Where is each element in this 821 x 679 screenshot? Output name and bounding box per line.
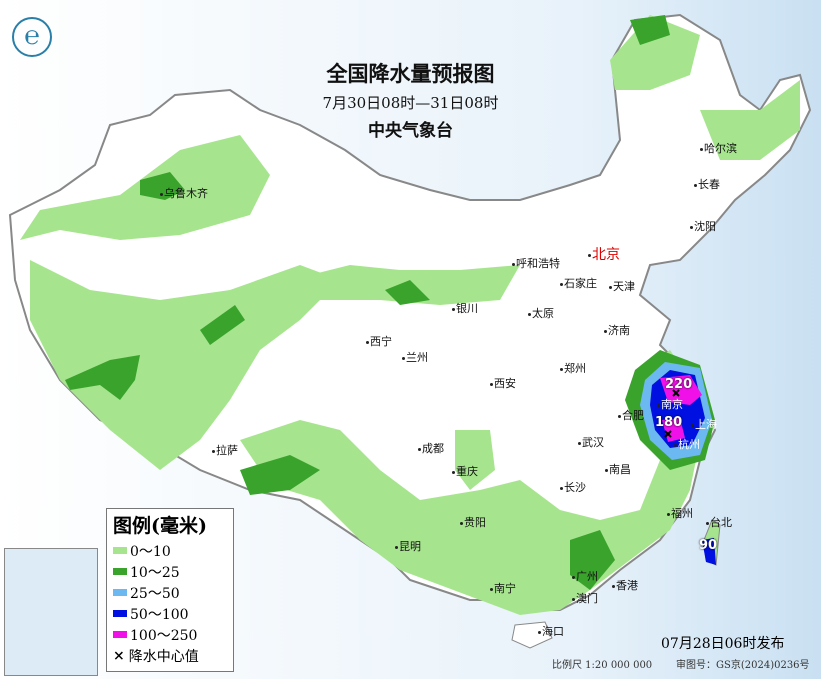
rain-100-250-area [660, 375, 702, 442]
city-label: 台北 [706, 514, 732, 530]
city-label: 西安 [490, 375, 516, 391]
city-label: 济南 [604, 322, 630, 338]
south-china-sea-inset-map [4, 548, 98, 676]
legend-label: 50～100 [130, 606, 189, 623]
city-label: 长沙 [560, 479, 586, 495]
rain-taiwan-area [702, 538, 716, 565]
legend-swatch [113, 547, 127, 554]
city-label: 石家庄 [560, 275, 597, 291]
city-label: 贵阳 [460, 514, 486, 530]
rain-center-value: 90 [699, 538, 718, 553]
legend-swatch [113, 631, 127, 638]
legend-swatch [113, 610, 127, 617]
city-label: 杭州 [674, 436, 700, 452]
legend-item: 25～50 [113, 582, 227, 603]
city-label: 西宁 [366, 333, 392, 349]
city-label: 乌鲁木齐 [160, 185, 208, 201]
legend-swatch [113, 589, 127, 596]
city-label: 拉萨 [212, 442, 238, 458]
city-label: 银川 [452, 300, 478, 316]
city-label: 昆明 [395, 538, 421, 554]
legend-item: 0～10 [113, 540, 227, 561]
legend-label: 10～25 [130, 564, 180, 581]
city-label: 重庆 [452, 463, 478, 479]
legend-title: 图例(毫米) [113, 515, 207, 537]
legend-label: 降水中心值 [128, 648, 199, 665]
rain-center-value: 180 [655, 415, 683, 430]
city-label: 南宁 [490, 580, 516, 596]
city-label-capital: 北京 [588, 244, 620, 264]
city-label: 上海 [691, 416, 717, 432]
city-label: 兰州 [402, 349, 428, 365]
legend-item: 100～250 [113, 624, 227, 645]
legend-item: 10～25 [113, 561, 227, 582]
city-label: 沈阳 [690, 218, 716, 234]
legend-item: × 降水中心值 [113, 645, 227, 666]
city-label: 广州 [572, 568, 598, 584]
issue-time: 07月28日06时发布 [661, 636, 785, 652]
legend-label: 100～250 [130, 627, 198, 644]
city-label: 呼和浩特 [512, 255, 560, 271]
map-title: 全国降水量预报图 [326, 61, 495, 86]
city-label: 香港 [612, 577, 638, 593]
legend-item: 50～100 [113, 603, 227, 624]
legend-label: 0～10 [130, 543, 171, 560]
city-label: 海口 [538, 623, 564, 639]
forecast-period: 7月30日08时—31日08时 [322, 94, 499, 112]
rain-center-value: 220 [665, 377, 693, 392]
city-label: 南昌 [605, 461, 631, 477]
city-label: 天津 [609, 278, 635, 294]
map-scale: 比例尺 1:20 000 000 [552, 660, 653, 671]
city-label: 长春 [694, 176, 720, 192]
city-label: 郑州 [560, 360, 586, 376]
agency: 中央气象台 [368, 121, 453, 141]
city-label: 成都 [418, 440, 444, 456]
city-label: 福州 [667, 505, 693, 521]
legend: 图例(毫米) 0～10 10～25 25～50 50～100 100～250 ×… [106, 508, 234, 672]
city-label: 武汉 [578, 434, 604, 450]
legend-swatch [113, 568, 127, 575]
city-label: 南京 [657, 396, 683, 412]
city-label: 澳门 [572, 590, 598, 606]
city-label: 合肥 [618, 407, 644, 423]
cma-logo-icon: ℮ [12, 17, 52, 57]
cross-marker-icon: × [113, 647, 125, 664]
rain-center-markers [664, 389, 680, 438]
city-label: 哈尔滨 [700, 140, 737, 156]
map-approval-number: 审图号：GS京(2024)0236号 [676, 660, 810, 671]
legend-label: 25～50 [130, 585, 180, 602]
city-label: 太原 [528, 305, 554, 321]
